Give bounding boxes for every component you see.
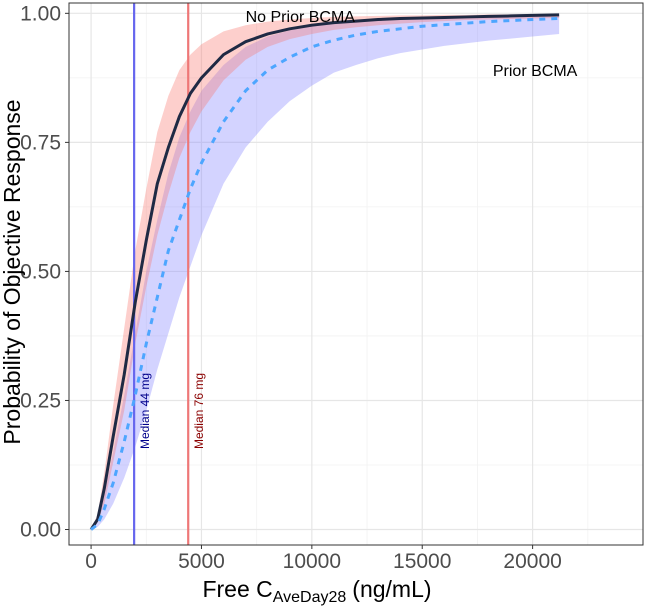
median-line-label: Median 44 mg (138, 373, 152, 449)
minor-gridlines (69, 3, 643, 545)
y-tick-label: 0.75 (20, 131, 61, 154)
x-axis-ticks: 0 5000 10000 15000 20000 (85, 545, 562, 573)
x-axis-title: Free CAveDay28 (ng/mL) (202, 576, 431, 606)
x-axis-title-unit: (ng/mL) (352, 576, 431, 602)
x-tick-label: 0 (85, 550, 97, 573)
x-tick-label: 15000 (393, 550, 451, 573)
series-annotation: Prior BCMA (493, 63, 578, 80)
line-prior-bcma (90, 16, 560, 531)
plot-border (68, 2, 644, 546)
median-lines: Median 44 mg Median 76 mg (133, 3, 206, 545)
ribbon-prior-bcma (91, 14, 560, 530)
line-no-prior-bcma (89, 13, 560, 531)
x-axis-title-main: Free C (202, 576, 272, 602)
series-lines (89, 13, 560, 531)
y-tick-label: 1.00 (20, 2, 61, 25)
y-axis-ticks: 0.00 0.25 0.50 0.75 1.00 (20, 2, 69, 542)
major-gridlines (69, 3, 643, 545)
y-tick-label: 0.00 (20, 519, 61, 542)
y-tick-label: 0.50 (20, 260, 61, 283)
x-axis-title-subscript: AveDay28 (273, 589, 347, 606)
y-axis-title: Probability of Objective Response (0, 99, 25, 444)
series-annotation: No Prior BCMA (246, 9, 356, 26)
x-tick-label: 20000 (503, 550, 561, 573)
confidence-bands (91, 13, 560, 530)
median-line-label: Median 76 mg (192, 373, 206, 449)
x-tick-label: 10000 (283, 550, 341, 573)
y-tick-label: 0.25 (20, 389, 61, 412)
series-annotations: No Prior BCMA Prior BCMA (246, 9, 578, 80)
x-tick-label: 5000 (178, 550, 225, 573)
